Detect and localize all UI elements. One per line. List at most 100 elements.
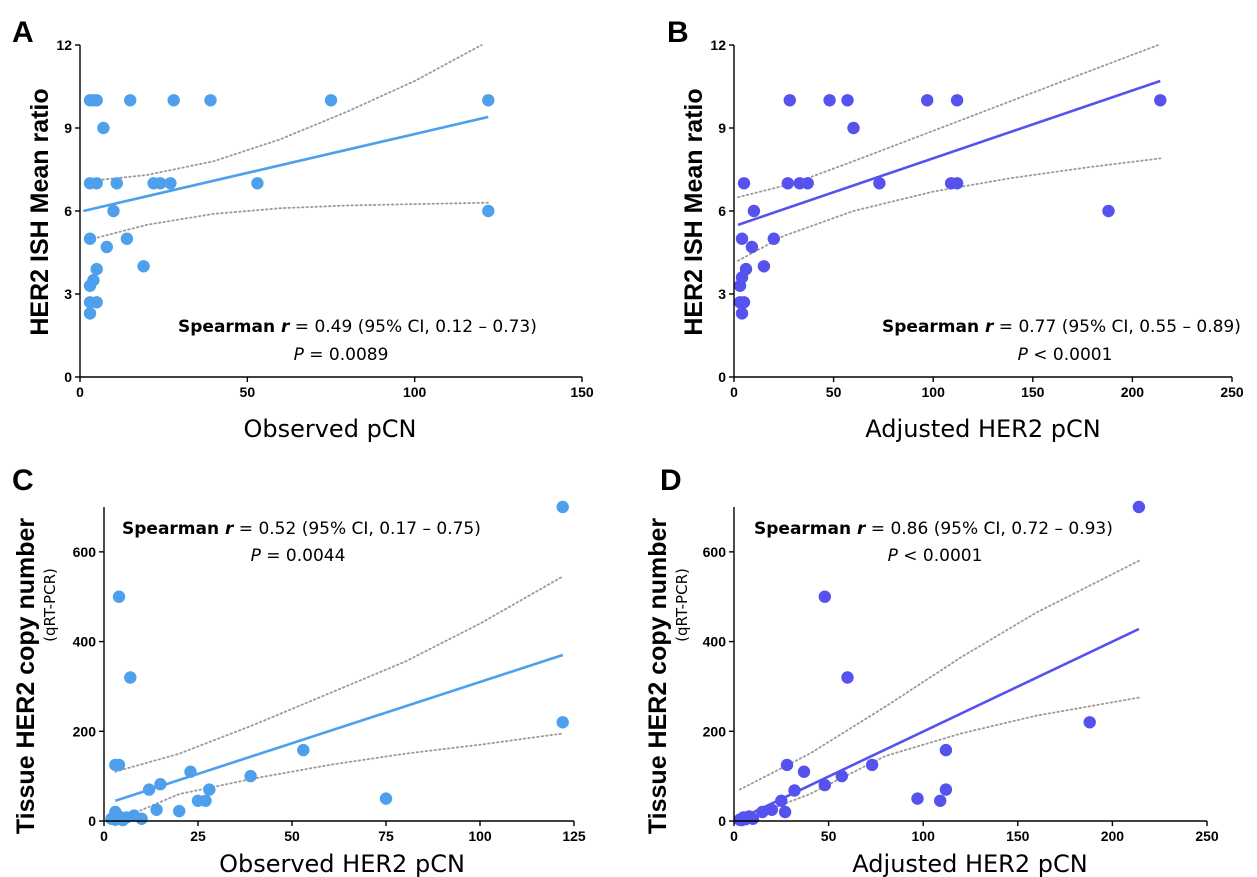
panel-b-data-point: [847, 121, 860, 135]
panel-d-spearman-prefix: Spearman: [754, 519, 857, 539]
panel-a-x-tick-label: 150: [570, 384, 594, 400]
panel-d-data-point: [1083, 716, 1096, 729]
panel-d-x-tick-label: 200: [1101, 828, 1125, 844]
panel-a-x-tick-label: 0: [76, 384, 84, 400]
panel-d-p-symbol: P: [888, 546, 899, 566]
panel-b-data-point: [745, 240, 759, 254]
panel-c-spearman-prefix: Spearman: [122, 519, 225, 539]
panel-d-data-point: [780, 758, 794, 772]
panel-d-letter: D: [660, 464, 682, 497]
panel-a-data-point: [107, 204, 120, 218]
panel-c-data-point: [116, 813, 129, 827]
panel-c-data-point: [297, 743, 310, 757]
panel-d-axes: 0 50 100 150 200 250 0 200 400 600: [703, 507, 1219, 844]
panel-b-data-point: [873, 177, 886, 190]
panel-c-data-point: [184, 765, 197, 778]
panel-a-data-point: [482, 204, 495, 218]
panel-b-spearman-text: Spearman r = 0.77 (95% CI, 0.55 – 0.89): [882, 317, 1241, 337]
panel-d-x-tick-label: 150: [1006, 828, 1030, 844]
panel-b-data-point: [735, 232, 749, 245]
panel-b-ci-lower-curve: [737, 157, 1162, 262]
panel-a-data-point: [482, 94, 495, 107]
panel-c-data-point: [112, 590, 126, 603]
panel-c-data-point: [173, 804, 186, 818]
panel-a-data-point: [90, 262, 103, 276]
panel-a-data-point: [124, 94, 137, 107]
panel-b-y-tick-label: 6: [718, 203, 726, 219]
panel-d-data-point: [775, 794, 788, 807]
panel-b-data-point: [747, 204, 761, 218]
panel-c-x-tick-label: 75: [378, 828, 394, 844]
panel-d-x-tick-label: 250: [1195, 828, 1219, 844]
panel-c-axes: 0 25 50 75 100 125 0 200 400 600: [73, 507, 586, 844]
panel-c-ci-upper-curve: [114, 575, 564, 773]
panel-b-regression-line: [737, 79, 1161, 227]
panel-c-data-point: [379, 792, 393, 805]
panel-c-letter: C: [12, 464, 34, 497]
panel-b-axes: 0 50 100 150 200 250 0 3 6 9 12: [710, 37, 1243, 400]
panel-b-data-point: [950, 177, 964, 190]
panel-c-data-point: [112, 758, 126, 772]
panel-a-ci-lower-curve: [92, 201, 490, 240]
panel-b-x-tick-label: 150: [1021, 384, 1045, 400]
panel-a-ci-upper-curve: [92, 44, 483, 182]
panel-b-x-tick-label: 200: [1121, 384, 1145, 400]
panel-a-data-point: [167, 94, 180, 107]
panel-b-data-point: [737, 177, 751, 190]
panel-d-data-point: [778, 805, 792, 819]
panel-d-data-point: [911, 792, 924, 805]
panel-c-points: [105, 500, 569, 827]
panel-b-x-title: Adjusted HER2 pCN: [865, 415, 1100, 443]
panel-b-x-tick-label: 0: [730, 384, 738, 400]
panel-c-y-title: Tissue HER2 copy number: [12, 518, 40, 835]
panel-a-data-point: [100, 240, 114, 254]
panel-a-axes: 0 50 100 150 0 3 6 9 12: [56, 37, 593, 400]
panel-d-x-tick-label: 50: [821, 828, 837, 844]
panel-a-data-point: [83, 307, 97, 320]
panel-a-spearman-text: Spearman r = 0.49 (95% CI, 0.12 – 0.73): [178, 317, 537, 337]
panel-b-data-point: [801, 177, 814, 190]
panel-b-data-point: [921, 94, 934, 107]
panel-d-data-point: [939, 743, 953, 757]
panel-a-data-point: [251, 177, 264, 190]
panel-b-data-point: [781, 177, 794, 190]
panel-b-p-value: < 0.0001: [1028, 345, 1113, 365]
panel-b-y-title: HER2 ISH Mean ratio: [680, 88, 708, 335]
panel-d-points: [733, 500, 1146, 827]
panel-c-p-value: = 0.0044: [261, 546, 346, 566]
panel-b-x-tick-label: 50: [826, 384, 842, 400]
panel-b-data-point: [737, 296, 751, 309]
panel-a-data-point: [120, 232, 134, 245]
panel-c-data-point: [154, 778, 167, 791]
panel-c-y-tick-label: 200: [73, 723, 97, 739]
panel-a-p-text: P = 0.0089: [294, 345, 389, 365]
panel-a-data-point: [83, 279, 97, 292]
panel-a-x-title: Observed pCN: [243, 415, 416, 443]
panel-d: D 0 50 100 150 200 250 0 200 400 600 Adjusted HER…: [644, 464, 1219, 877]
panel-c-x-tick-label: 25: [190, 828, 206, 844]
panel-d-r-symbol: r: [857, 519, 867, 539]
panel-c-p-symbol: P: [251, 546, 262, 566]
panel-d-data-point: [934, 794, 947, 807]
panel-a-p-value: = 0.0089: [304, 345, 389, 365]
panel-a: A 0 50 100 150 0 3 6 9 12 Observed pCN HER2 ISH …: [12, 16, 594, 443]
panel-a-spearman-prefix: Spearman: [178, 317, 281, 337]
panel-d-ci-upper-curve: [738, 559, 1140, 791]
panel-b-p-text: P < 0.0001: [1018, 345, 1113, 365]
panel-a-letter: A: [12, 16, 34, 49]
panel-d-y-tick-label: 600: [703, 544, 727, 560]
panel-d-data-point: [865, 758, 879, 772]
panel-c-data-point: [199, 794, 212, 807]
panel-c-y-subtitle: (qRT-PCR): [41, 568, 59, 642]
panel-a-data-point: [204, 94, 217, 107]
panel-d-data-point: [835, 769, 848, 783]
panel-a-r-symbol: r: [281, 317, 291, 337]
panel-a-y-tick-label: 12: [56, 37, 72, 53]
panel-a-data-point: [164, 177, 177, 190]
panel-d-data-point: [765, 803, 778, 816]
panel-c-data-point: [244, 769, 257, 783]
panel-c-x-title: Observed HER2 pCN: [219, 850, 465, 877]
panel-d-y-title: Tissue HER2 copy number: [644, 518, 672, 835]
panel-d-regression-line: [739, 627, 1140, 820]
panel-c-data-point: [556, 500, 569, 514]
